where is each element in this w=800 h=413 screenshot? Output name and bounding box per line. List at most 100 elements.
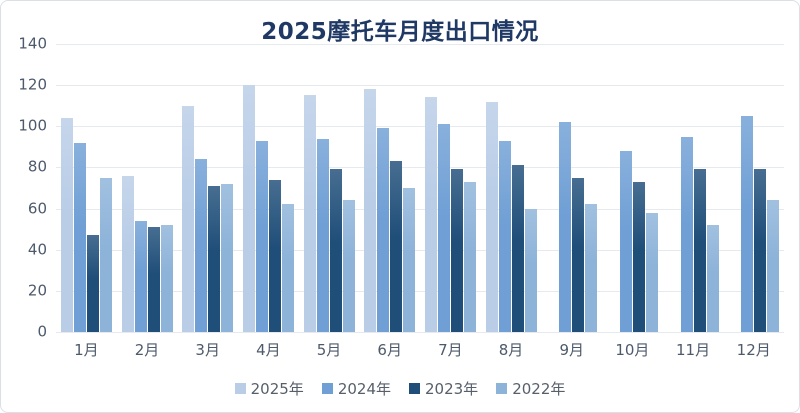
bar: [632, 182, 645, 332]
y-axis: 0 20 40 60 80 100 120 140: [1, 36, 47, 339]
bar: [485, 102, 498, 332]
gridline: [56, 44, 784, 45]
bar: [281, 204, 294, 332]
x-tick-label: 6月: [377, 341, 402, 359]
y-tick-label: 60: [27, 199, 47, 218]
bar: [147, 227, 160, 332]
bar-group: [238, 44, 299, 332]
bar-group: [359, 44, 420, 332]
x-tick-label: 10月: [615, 341, 650, 359]
x-tick-label: 1月: [74, 341, 99, 359]
gridline: [56, 126, 784, 128]
gridline: [56, 85, 784, 87]
legend-item: 2022年: [496, 378, 565, 399]
bar: [86, 235, 99, 332]
bar: [706, 225, 719, 332]
bar-groups: [56, 44, 784, 332]
y-tick-label: 120: [18, 75, 47, 94]
x-tick-label: 7月: [438, 341, 463, 359]
bar: [511, 165, 524, 332]
legend-label: 2022年: [512, 380, 566, 398]
legend-item: 2023年: [409, 378, 478, 399]
bar: [303, 95, 316, 332]
legend-swatch: [234, 383, 246, 394]
bar: [767, 200, 780, 332]
bar: [73, 143, 86, 332]
bar: [559, 122, 572, 332]
bar: [242, 85, 255, 332]
y-tick-label: 20: [27, 281, 47, 300]
legend-item: 2024年: [321, 378, 391, 399]
bar: [585, 204, 598, 332]
legend-swatch: [321, 383, 333, 394]
legend-swatch: [496, 383, 508, 394]
gridline: [56, 249, 784, 251]
bar: [342, 200, 355, 332]
bar: [329, 169, 342, 332]
chart-title: 2025摩托车月度出口情况: [261, 19, 539, 45]
x-tick-label: 3月: [195, 341, 220, 359]
bar: [754, 169, 767, 332]
x-tick-label: 8月: [498, 341, 524, 359]
plot-area: [56, 44, 784, 333]
legend-label: 2023年: [425, 380, 479, 398]
x-tick-label: 9月: [559, 341, 584, 359]
y-tick-label: 140: [18, 34, 47, 53]
bar-group: [299, 44, 360, 332]
bar: [524, 209, 537, 332]
x-tick-label: 12月: [736, 341, 771, 359]
bar: [680, 137, 693, 332]
bar: [99, 178, 112, 332]
bar: [377, 128, 390, 332]
bar: [121, 176, 134, 332]
bar-group: [177, 44, 238, 332]
bar: [390, 161, 403, 332]
y-tick-label: 40: [27, 240, 47, 259]
bar: [134, 221, 147, 332]
bar: [498, 141, 511, 332]
legend-swatch: [409, 383, 420, 394]
bar: [364, 89, 377, 332]
bar: [255, 141, 268, 332]
bar-group: [56, 44, 117, 332]
bar-group: [663, 44, 724, 332]
bar: [160, 225, 173, 332]
bar: [316, 139, 329, 332]
bar: [195, 159, 208, 332]
bar: [403, 188, 416, 332]
bar: [693, 169, 706, 332]
legend-label: 2024年: [337, 380, 391, 398]
x-tick-label: 4月: [256, 341, 281, 359]
bar-group: [481, 44, 542, 332]
gridline: [56, 208, 784, 210]
bar: [182, 106, 195, 332]
y-tick-label: 80: [27, 157, 47, 176]
x-tick-label: 11月: [676, 341, 711, 359]
bar: [221, 184, 234, 332]
bar: [572, 178, 585, 332]
gridline: [56, 290, 784, 292]
bar: [450, 169, 463, 332]
x-axis: 1月 2月 3月 4月 5月 6月 7月 8月 9月 10月 11月 12月: [56, 339, 784, 360]
x-tick-label: 5月: [316, 341, 342, 359]
bar: [741, 116, 754, 332]
gridline: [56, 167, 784, 169]
gridline: [56, 332, 784, 333]
legend: 2025年 2024年 2023年 2022年: [1, 378, 799, 399]
bar-group: [420, 44, 481, 332]
x-tick-label: 2月: [134, 341, 160, 359]
bar: [619, 151, 632, 332]
bar: [463, 182, 476, 332]
bar-group: [602, 44, 663, 332]
y-tick-label: 100: [18, 116, 47, 135]
bar: [437, 124, 450, 332]
bar: [424, 97, 437, 332]
bar: [208, 186, 221, 332]
bar-group: [541, 44, 602, 332]
bar-group: [117, 44, 178, 332]
bar-group: [723, 44, 784, 332]
bar: [645, 213, 658, 332]
bar: [60, 118, 73, 332]
bar: [268, 180, 281, 332]
